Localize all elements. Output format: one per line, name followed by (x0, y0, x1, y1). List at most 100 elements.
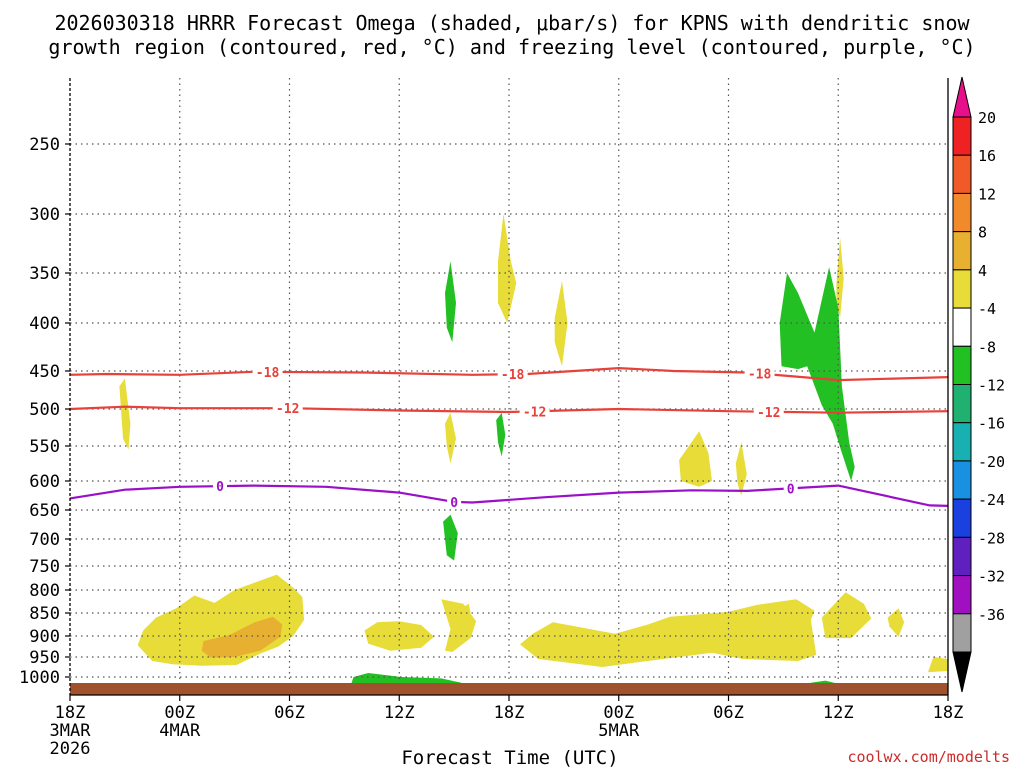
omega-region-21 (779, 267, 855, 481)
contour-label-bg-2-0 (212, 479, 227, 494)
colorbar-label-8: -16 (978, 415, 1005, 433)
omega-region-6 (821, 592, 872, 639)
colorbar-label-12: -32 (978, 568, 1005, 586)
y-tick-label-900: 900 (29, 627, 60, 647)
colorbar-label-5: -4 (978, 300, 996, 318)
contour-label-1-2: -12 (757, 406, 780, 421)
contour-label-0-2: -18 (748, 368, 772, 383)
contour-label-1-1: -12 (523, 405, 546, 420)
y-tick-label-950: 950 (29, 648, 60, 668)
x-tick-sublabel-0-1: 2026 (50, 739, 91, 759)
x-tick-label-6: 06Z (713, 703, 744, 723)
contour-label-0-0: -18 (256, 366, 280, 381)
y-tick-label-650: 650 (29, 501, 60, 521)
x-tick-sublabel-1-0: 4MAR (159, 721, 201, 741)
contour-label-2-0: 0 (216, 480, 224, 495)
omega-region-18 (443, 514, 458, 561)
omega-region-14 (735, 442, 747, 496)
y-tick-label-400: 400 (29, 314, 60, 334)
colorbar-swatch-5 (952, 307, 972, 347)
colorbar-swatch-2 (952, 192, 972, 233)
x-tick-label-4: 18Z (494, 703, 525, 723)
omega-region-11 (554, 281, 568, 367)
y-tick-label-700: 700 (29, 530, 60, 550)
x-tick-label-7: 12Z (823, 703, 854, 723)
omega-region-17 (496, 412, 506, 457)
colorbar-label-3: 8 (978, 224, 987, 242)
omega-region-5 (520, 599, 817, 667)
colorbar-label-4: 4 (978, 262, 987, 280)
x-tick-label-2: 06Z (274, 703, 305, 723)
colorbar-label-11: -28 (978, 529, 1005, 547)
colorbar-swatch-7 (952, 384, 972, 424)
contour-label-bg-2-2 (783, 481, 798, 496)
x-tick-label-1: 00Z (164, 703, 195, 723)
y-tick-label-350: 350 (29, 264, 60, 284)
colorbar-label-0: 20 (978, 109, 996, 127)
colorbar-top-arrow (952, 76, 972, 118)
y-tick-label-800: 800 (29, 581, 60, 601)
colorbar: 20 16 12 8 4 -4 -8 -12 -16 -20 -24 -28 -32 -36 (952, 76, 1005, 693)
colorbar-label-7: -12 (978, 377, 1005, 395)
colorbar-swatch-11 (952, 536, 972, 577)
colorbar-swatch-13 (952, 613, 972, 653)
y-tick-label-1000: 1000 (19, 668, 60, 688)
omega-region-15 (836, 237, 844, 318)
colorbar-bottom-arrow (952, 651, 972, 693)
colorbar-label-9: -20 (978, 453, 1005, 471)
colorbar-swatch-10 (952, 498, 972, 538)
y-tick-label-550: 550 (29, 437, 60, 457)
colorbar-label-2: 12 (978, 185, 996, 203)
omega-region-12 (445, 412, 456, 464)
x-tick-sublabel-0-0: 3MAR (50, 721, 92, 741)
x-axis-label: Forecast Time (UTC) (401, 747, 618, 768)
contour-label-bg-1-1 (519, 404, 550, 419)
contour-label-2-2: 0 (787, 482, 795, 497)
contour-line-2 (69, 484, 949, 507)
colorbar-label-6: -8 (978, 338, 996, 356)
chart-title-line-1: 2026030318 HRRR Forecast Omega (shaded, … (54, 11, 970, 35)
colorbar-label-1: 16 (978, 147, 996, 165)
omega-region-8 (927, 657, 948, 673)
chart-title-line-2: growth region (contoured, red, °C) and f… (48, 35, 975, 59)
contour-label-bg-0-1 (497, 367, 528, 382)
omega-region-2 (364, 621, 434, 651)
ground-surface (70, 683, 948, 695)
omega-region-16 (445, 261, 456, 343)
contour-line-1 (69, 405, 949, 414)
y-tick-label-250: 250 (29, 135, 60, 155)
y-tick-label-600: 600 (29, 472, 60, 492)
y-tick-label-750: 750 (29, 557, 60, 577)
grid-layer (70, 78, 948, 683)
credit-text: coolwx.com/modelts (847, 748, 1010, 766)
omega-region-1 (201, 616, 283, 658)
contour-label-bg-1-2 (753, 404, 784, 419)
omega-region-13 (679, 431, 712, 487)
x-tick-label-3: 12Z (384, 703, 415, 723)
colorbar-swatch-1 (952, 154, 972, 194)
y-tick-label-850: 850 (29, 604, 60, 624)
y-tick-label-450: 450 (29, 362, 60, 382)
contour-label-2-1: 0 (450, 496, 458, 511)
y-tick-label-500: 500 (29, 400, 60, 420)
x-tick-label-5: 00Z (603, 703, 634, 723)
contour-label-bg-0-2 (744, 366, 775, 381)
contour-label-0-1: -18 (501, 368, 525, 383)
omega-region-10 (498, 214, 517, 323)
colorbar-label-13: -36 (978, 606, 1005, 624)
x-tick-sublabel-5-0: 5MAR (598, 721, 640, 741)
colorbar-swatch-3 (952, 231, 972, 271)
colorbar-swatch-8 (952, 422, 972, 462)
omega-region-9 (119, 378, 131, 450)
contour-label-bg-2-1 (447, 494, 462, 509)
colorbar-swatch-9 (952, 460, 972, 500)
axes-layer: 250 300 350 400 450 500 550 600 650 700 750 800 850 9… (19, 78, 963, 759)
contour-label-bg-1-0 (272, 401, 303, 416)
colorbar-swatch-4 (952, 269, 972, 309)
contour-label-1-0: -12 (276, 402, 299, 417)
colorbar-swatch-6 (952, 345, 972, 385)
contour-label-bg-0-0 (252, 364, 283, 379)
y-tick-label-300: 300 (29, 205, 60, 225)
colorbar-swatch-12 (952, 575, 972, 615)
